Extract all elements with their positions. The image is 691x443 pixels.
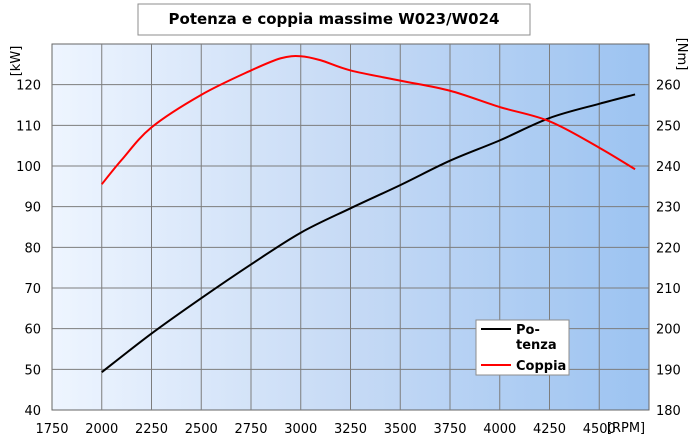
y-right-tick-label: 260 [656,79,681,94]
y-right-tick-label: 230 [656,201,681,216]
x-tick-label: 3500 [384,422,417,437]
legend-label-potenza-part1: Po- [516,323,540,338]
y-axis-left-label: [kW] [9,46,24,77]
x-tick-label: 2250 [135,422,168,437]
y-left-tick-label: 70 [24,282,41,297]
y-left-tick-label: 120 [16,79,41,94]
x-tick-label: 2750 [234,422,267,437]
y-right-tick-label: 200 [656,323,681,338]
series-line-potenza [101,93,636,373]
y-right-tick-label: 180 [656,404,681,419]
chart-title-box: Potenza e coppia massime W023/W024 [137,3,531,36]
x-tick-label: 2000 [85,422,118,437]
y-right-tick-label: 240 [656,160,681,175]
x-tick-label: 3000 [284,422,317,437]
x-tick-label: 3750 [433,422,466,437]
y-left-tick-label: 60 [24,323,41,338]
x-tick-label: 4000 [483,422,516,437]
series-lines [100,55,636,373]
x-tick-label: 2500 [185,422,218,437]
series-line-coppia [100,55,636,185]
x-tick-label: 4500 [583,422,616,437]
legend-label-coppia: Coppia [516,359,566,374]
y-left-tick-label: 110 [16,119,41,134]
y-right-tick-label: 190 [656,363,681,378]
y-axis-right-label: [Nm] [674,38,689,71]
legend: Po- tenza Coppia [475,319,570,376]
x-tick-label: 4250 [533,422,566,437]
y-left-tick-label: 80 [24,241,41,256]
x-axis-label: [RPM] [607,421,645,436]
y-right-tick-label: 250 [656,119,681,134]
y-right-tick-label: 220 [656,241,681,256]
y-right-tick-label: 210 [656,282,681,297]
x-tick-label: 1750 [35,422,68,437]
legend-label-potenza-part2: tenza [516,338,557,353]
y-left-tick-label: 90 [24,201,41,216]
y-left-tick-label: 40 [24,404,41,419]
x-tick-label: 3250 [334,422,367,437]
chart-title: Potenza e coppia massime W023/W024 [169,10,500,28]
y-left-tick-label: 100 [16,160,41,175]
y-left-tick-label: 50 [24,363,41,378]
axis-ticks: 1750 2000 2250 2500 2750 3000 3250 3500 3750 4000… [16,79,681,437]
